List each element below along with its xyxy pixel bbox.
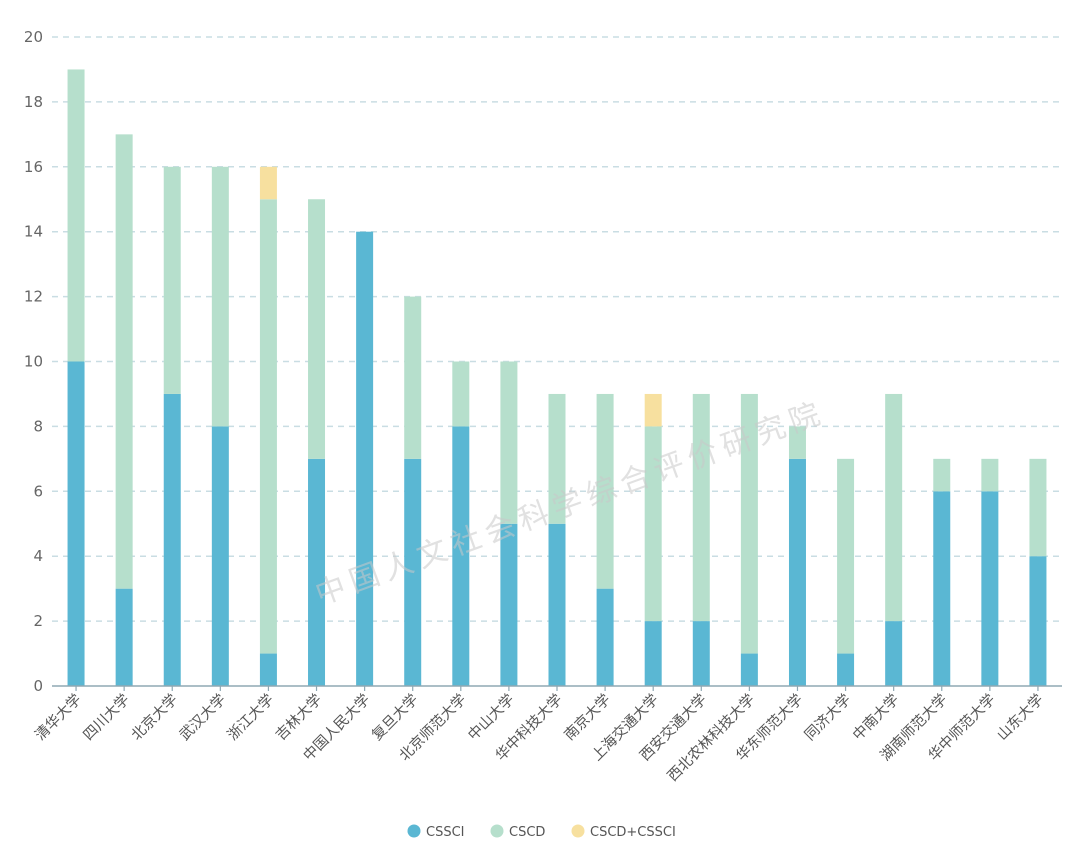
legend[interactable]: CSSCI CSCD CSCD+CSSCI [407,824,676,841]
bar-segment-cscd[interactable] [692,393,710,622]
bar-segment-cssci[interactable] [596,588,614,686]
bar-segment-cssci[interactable] [788,458,806,686]
y-tick-label: 10 [24,353,43,371]
bar-segment-cssci[interactable] [740,653,758,686]
x-category-label: 西北农林科技大学 [664,691,758,785]
x-category-label: 山东大学 [994,691,1047,744]
bar-segment-cscd[interactable] [596,393,614,589]
bar-segment-cscd[interactable] [788,426,806,459]
bar-segment-cscd[interactable] [500,361,518,524]
bar-segment-cscd[interactable] [933,458,951,492]
x-category-label: 浙江大学 [224,691,277,744]
bar-segment-cssci[interactable] [259,653,277,686]
x-category-label: 清华大学 [32,691,85,744]
x-category-label: 武汉大学 [176,691,229,744]
bar-segment-cssci[interactable] [837,653,855,686]
x-axis-labels: 清华大学四川大学北京大学武汉大学浙江大学吉林大学中国人民大学复旦大学北京师范大学… [32,686,1047,785]
bar-segment-cscd-cssci[interactable] [259,166,277,200]
bar-segment-cssci[interactable] [548,523,566,686]
x-category-label: 北京大学 [128,691,181,744]
y-tick-label: 0 [33,677,43,695]
legend-item[interactable]: CSCD+CSSCI [571,824,676,841]
bar-segment-cscd[interactable] [308,199,326,459]
y-tick-label: 20 [24,28,43,46]
bar-segment-cscd[interactable] [740,393,758,654]
legend-marker [571,824,585,838]
legend-label: CSCD+CSSCI [590,825,676,840]
bar-segment-cscd[interactable] [981,458,999,492]
bar-segment-cssci[interactable] [163,393,181,686]
legend-marker [490,824,504,838]
bar-segment-cscd[interactable] [885,393,903,622]
bar-segment-cssci[interactable] [981,491,999,686]
bar-segment-cssci[interactable] [644,621,662,686]
bar-segment-cssci[interactable] [308,458,326,686]
legend-marker [407,824,421,838]
bar-segment-cscd[interactable] [452,361,470,427]
bar-segment-cscd[interactable] [115,134,133,589]
bar-segment-cscd[interactable] [163,166,181,394]
legend-label: CSSCI [426,825,465,840]
bars [67,69,1047,687]
y-tick-label: 18 [24,93,43,111]
y-tick-label: 14 [24,223,43,241]
legend-label: CSCD [509,825,545,840]
y-tick-label: 12 [24,288,43,306]
bar-segment-cscd-cssci[interactable] [644,393,662,427]
bar-segment-cssci[interactable] [885,621,903,686]
bar-segment-cscd[interactable] [837,458,855,654]
bar-segment-cscd[interactable] [644,426,662,622]
bar-segment-cssci[interactable] [692,621,710,686]
y-tick-label: 16 [24,158,43,176]
bar-segment-cssci[interactable] [933,491,951,686]
y-tick-label: 8 [33,417,43,435]
bar-segment-cscd[interactable] [259,199,277,654]
y-tick-label: 4 [33,547,43,565]
x-category-label: 四川大学 [80,691,133,744]
legend-item[interactable]: CSSCI [407,824,465,841]
bar-segment-cssci[interactable] [67,361,85,687]
legend-item[interactable]: CSCD [490,824,546,841]
bar-segment-cscd[interactable] [211,166,229,427]
y-tick-label: 6 [33,482,43,500]
bar-segment-cscd[interactable] [1029,458,1047,557]
bar-segment-cssci[interactable] [500,523,518,686]
bar-segment-cssci[interactable] [1029,556,1047,686]
bar-segment-cssci[interactable] [452,426,470,686]
y-axis-ticks: 0 2 4 6 8 10 12 14 16 18 20 [24,28,43,695]
bar-segment-cscd[interactable] [67,69,85,362]
bar-segment-cssci[interactable] [115,588,133,686]
x-category-label: 同济大学 [801,691,854,744]
bar-segment-cssci[interactable] [356,231,374,686]
bar-segment-cssci[interactable] [211,426,229,686]
bar-segment-cscd[interactable] [548,393,566,524]
bar-segment-cssci[interactable] [404,458,422,686]
bar-segment-cscd[interactable] [404,296,422,459]
y-tick-label: 2 [33,612,43,630]
